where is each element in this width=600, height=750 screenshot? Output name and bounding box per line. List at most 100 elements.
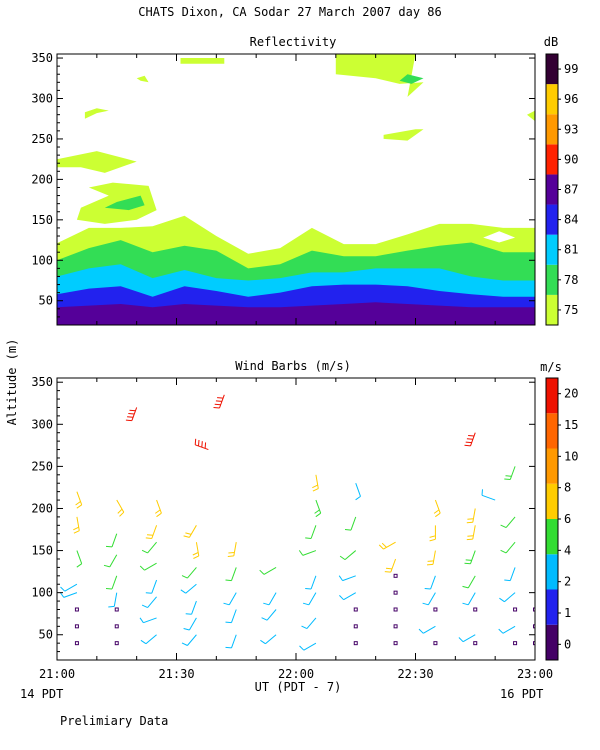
wind-barb-59 [462,592,476,606]
wind-barb-33 [260,634,277,645]
chart-title: CHATS Dixon, CA Sodar 27 March 2007 day … [138,5,441,19]
wind-colorbar-label-0: 0 [564,637,571,651]
calm-marker-15 [433,641,438,646]
wind-barb-26 [225,567,237,582]
wind-barb-50 [429,525,436,542]
calm-marker-0 [74,607,79,612]
wind-barb-46 [339,592,357,601]
wind-barb-53 [422,592,436,606]
wind-barb-11 [145,525,158,539]
reflectivity-title: Reflectivity [250,35,337,49]
wind-colorbar-label-4: 6 [564,512,571,526]
wind-colorbar-swatch-1 [546,589,558,625]
wind-barb-5 [116,499,125,517]
calm-marker-22 [533,641,535,646]
reflectivity-patch-6 [335,54,424,97]
wind-colorbar-swatch-7 [546,378,558,414]
wind-barb-60 [458,634,476,643]
wind-barb-9 [108,592,118,608]
wind-barb-54 [418,625,436,634]
wind-barb-f4 [481,489,496,501]
reflectivity-colorbar-label-0: 75 [564,303,578,317]
wind-barb-8 [105,575,118,590]
calm-marker-16 [473,607,478,612]
reflectivity-colorbar-swatch-5 [546,144,558,175]
reflectivity-colorbar-label-8: 99 [564,62,578,76]
reflectivity-colorbar-swatch-1 [546,264,558,295]
calm-marker-21 [533,624,535,629]
wind-barb-24 [181,634,197,646]
reflectivity-colorbar-label-2: 81 [564,243,578,257]
wind-barb-12 [141,541,157,554]
calm-marker-5 [114,641,119,646]
wind-barb-39 [302,592,317,606]
wind-barb-30 [259,566,277,575]
reflectivity-colorbar-swatch-2 [546,234,558,265]
x-tick-label-4: 23:00 [517,667,553,681]
reflectivity-patch-5 [180,58,225,64]
wind-barb-66 [498,625,516,634]
wind-barb-38 [305,575,317,590]
wind-barb-f2 [213,394,225,409]
wind-barb-0 [75,491,83,509]
windbarbs-unit: m/s [540,360,562,374]
wind-barb-1 [73,516,80,534]
wind-colorbar-label-6: 10 [564,449,578,463]
wind-barb-16 [139,617,157,624]
wind-colorbar-label-1: 1 [564,606,571,620]
wind-barb-28 [225,609,237,624]
reflectivity-colorbar-label-5: 90 [564,152,578,166]
calm-marker-13 [393,641,398,646]
y-tick-label-0-0: 50 [39,294,53,308]
windbarbs-title: Wind Barbs (m/s) [235,359,351,373]
wind-barb-21 [180,583,197,594]
reflectivity-patch-2 [104,195,145,211]
y-tick-label-1-1: 100 [31,586,53,600]
calm-marker-1 [74,624,79,629]
wind-barb-65 [499,592,516,603]
wind-colorbar-swatch-4 [546,483,558,519]
wind-barb-61 [504,466,516,480]
reflectivity-colorbar-swatch-8 [546,54,558,85]
wind-barb-20 [181,567,197,579]
wind-barb-6 [105,533,118,548]
reflectivity-colorbar-swatch-3 [546,204,558,235]
y-tick-label-1-3: 200 [31,501,53,515]
calm-marker-9 [393,573,398,578]
calm-marker-2 [74,641,79,646]
wind-barb-25 [227,542,237,557]
calm-marker-18 [513,607,518,612]
y-tick-label-1-4: 250 [31,459,53,473]
wind-barb-52 [424,575,436,590]
x-tick-label-2: 22:00 [278,667,314,681]
wind-colorbar-swatch-2 [546,554,558,590]
wind-barb-10 [155,499,162,518]
reflectivity-patch-9 [527,110,535,122]
wind-barb-51 [426,550,436,566]
wind-barb-49 [433,499,441,518]
wind-barb-40 [301,617,317,630]
wind-colorbar-label-5: 8 [564,481,571,495]
wind-barb-63 [500,541,516,554]
reflectivity-colorbar-swatch-7 [546,84,558,115]
calm-marker-6 [353,607,358,612]
wind-barb-36 [305,525,317,539]
calm-marker-12 [393,624,398,629]
wind-barb-7 [103,554,118,568]
y-tick-label-0-5: 300 [31,91,53,105]
reflectivity-colorbar-label-3: 84 [564,213,578,227]
y-tick-label-0-4: 250 [31,132,53,146]
reflectivity-colorbar-label-6: 93 [564,122,578,136]
reflectivity-colorbar-label-4: 87 [564,183,578,197]
axes: 50 100 150 200 250 300 350 50 100 150 200 250 300 350… [31,51,553,681]
calm-marker-10 [393,590,398,595]
right-time-label: 16 PDT [500,687,543,701]
wind-barb-43 [344,516,357,531]
y-tick-label-0-6: 350 [31,51,53,65]
wind-barb-42 [355,483,361,501]
x-axis-label: UT (PDT - 7) [255,680,342,694]
wind-barb-45 [338,575,356,582]
preliminary-note: Prelimiary Data [60,714,168,728]
y-tick-label-0-1: 100 [31,253,53,267]
